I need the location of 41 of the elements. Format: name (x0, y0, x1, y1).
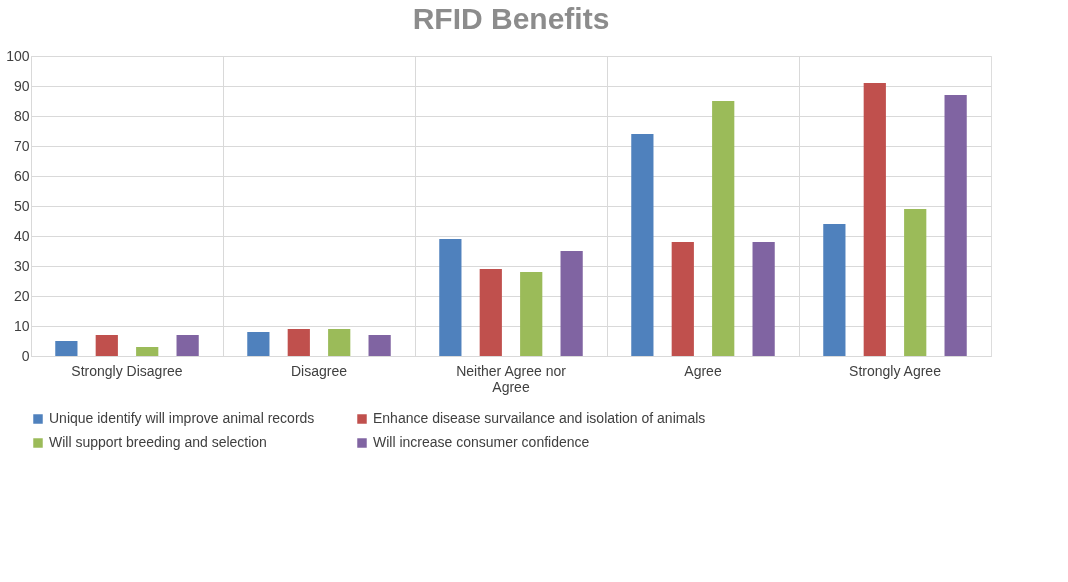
bar (904, 209, 927, 356)
bar (439, 239, 462, 356)
y-tick-label: 30 (13, 257, 30, 274)
bar (368, 335, 391, 356)
bar (712, 101, 735, 356)
chart-title: RFID Benefits (412, 2, 610, 35)
y-tick-label: 80 (13, 107, 30, 124)
x-tick-label: Strongly Agree (849, 362, 942, 379)
x-tick-label: Agree (684, 362, 722, 379)
legend-label: Will support breeding and selection (49, 434, 267, 450)
bar (823, 224, 846, 356)
y-tick-label: 100 (6, 47, 30, 64)
bar (479, 269, 502, 356)
y-tick-label: 90 (13, 77, 30, 94)
y-tick-label: 50 (13, 197, 30, 214)
y-tick-label: 40 (13, 227, 30, 244)
bar (247, 332, 270, 356)
legend-label: Unique identify will improve animal records (49, 410, 315, 426)
y-tick-label: 0 (21, 347, 30, 364)
bar (136, 347, 159, 356)
bar (560, 251, 583, 356)
bar (55, 341, 78, 356)
bar (520, 272, 543, 356)
bar (328, 329, 351, 356)
bar (176, 335, 199, 356)
bar (631, 134, 654, 356)
y-tick-label: 20 (13, 287, 30, 304)
bar (752, 242, 775, 356)
y-tick-label: 70 (13, 137, 30, 154)
bar (287, 329, 310, 356)
y-tick-label: 60 (13, 167, 30, 184)
bar (944, 95, 967, 356)
legend-label: Enhance disease survailance and isolation of animals (373, 410, 706, 426)
bar (95, 335, 118, 356)
bar (863, 83, 886, 356)
x-tick-label: Strongly Disagree (71, 362, 183, 379)
x-tick-label: Neither Agree nor Agree (456, 362, 567, 395)
x-tick-label: Disagree (290, 362, 348, 379)
y-tick-label: 10 (13, 317, 30, 334)
bar (671, 242, 694, 356)
legend-label: Will increase consumer confidence (373, 434, 590, 450)
